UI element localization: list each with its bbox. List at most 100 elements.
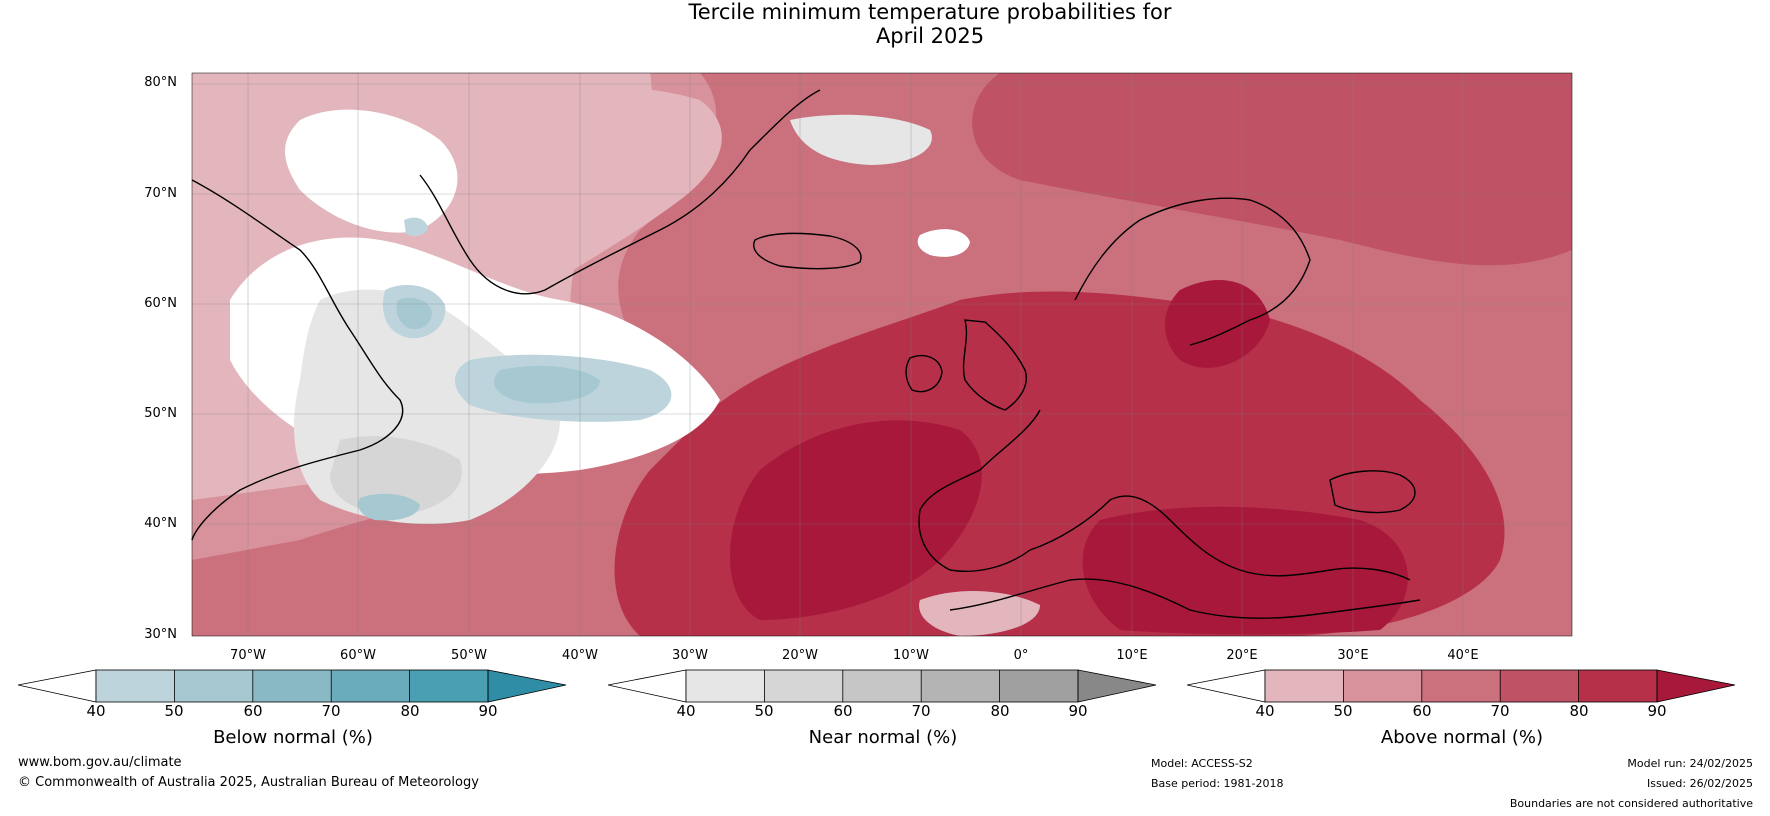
below-tick-40: 40 — [86, 702, 106, 720]
swatch-above-60-70 — [1421, 670, 1501, 702]
above-tick-60: 60 — [1412, 702, 1432, 720]
colorbar-below-normal-swatches — [18, 669, 567, 703]
coast-europe-atlantic — [918, 409, 1041, 572]
map-title-line1: Tercile minimum temperature probabilitie… — [688, 0, 1172, 24]
lat-label-80n: 80°N — [144, 75, 177, 90]
field-below-50-a — [494, 365, 600, 404]
field-near-50 — [330, 436, 462, 515]
footer-website: www.bom.gov.au/climate — [18, 755, 182, 770]
swatch-below-60-70 — [252, 670, 332, 702]
swatch-below-70-80 — [331, 670, 410, 702]
near-tick-50: 50 — [754, 702, 774, 720]
swatch-near-70-80 — [921, 670, 1000, 702]
field-below-40-d — [404, 217, 428, 236]
below-tick-90: 90 — [478, 702, 498, 720]
field-below-50-b — [396, 297, 432, 330]
colorbar-below-extend-low — [18, 669, 97, 703]
lat-label-60n: 60°N — [144, 296, 177, 311]
map-frame — [191, 72, 1573, 637]
coastlines — [191, 89, 1421, 619]
field-above-90-atlantic — [730, 420, 982, 620]
lon-label-40w: 40°W — [562, 648, 598, 663]
field-above-40-sahara — [919, 590, 1040, 636]
graticule — [192, 73, 1572, 636]
field-above-90-baltic — [1165, 280, 1270, 368]
colorbar-near-normal-swatches — [608, 669, 1157, 703]
coast-scandinavia — [1074, 197, 1311, 346]
colorbar-near-extend-high — [1077, 669, 1157, 703]
above-tick-80: 80 — [1569, 702, 1589, 720]
lon-label-10e: 10°E — [1116, 648, 1148, 663]
swatch-near-40-50 — [686, 670, 765, 702]
above-tick-70: 70 — [1490, 702, 1510, 720]
swatch-below-50-60 — [174, 670, 253, 702]
field-near-north — [790, 114, 932, 165]
footer-disclaimer: Boundaries are not considered authoritat… — [1509, 797, 1753, 810]
field-above-80-black-sea — [1326, 464, 1440, 509]
lat-label-70n: 70°N — [144, 186, 177, 201]
coast-mediterranean — [1029, 495, 1411, 581]
lat-label-30n: 30°N — [144, 627, 177, 642]
map-title: Tercile minimum temperature probabilitie… — [0, 0, 1770, 48]
swatch-near-60-70 — [842, 670, 922, 702]
swatch-above-50-60 — [1343, 670, 1422, 702]
near-normal-label: Near normal (%) — [808, 727, 958, 748]
field-white-iceland-sea — [917, 229, 970, 257]
near-tick-80: 80 — [990, 702, 1010, 720]
field-above-90-med — [1082, 506, 1408, 635]
below-tick-70: 70 — [321, 702, 341, 720]
swatch-below-80-90 — [409, 670, 488, 702]
lon-label-20w: 20°W — [782, 648, 818, 663]
map-title-line2: April 2025 — [875, 24, 985, 48]
near-tick-40: 40 — [676, 702, 696, 720]
coast-black-sea — [1329, 470, 1416, 514]
footer-copyright: © Commonwealth of Australia 2025, Austra… — [18, 775, 479, 790]
swatch-near-80-90 — [999, 670, 1078, 702]
above-normal-label: Above normal (%) — [1380, 727, 1544, 748]
colorbar-above-normal-swatches — [1187, 669, 1736, 703]
below-normal-label: Below normal (%) — [213, 727, 373, 748]
colorbar-near-extend-low — [608, 669, 687, 703]
swatch-above-80-90 — [1578, 670, 1657, 702]
field-below-40-c — [358, 493, 420, 521]
coast-ireland — [905, 354, 943, 393]
lat-label-50n: 50°N — [144, 406, 177, 421]
near-tick-60: 60 — [833, 702, 853, 720]
near-tick-70: 70 — [911, 702, 931, 720]
above-tick-50: 50 — [1333, 702, 1353, 720]
below-tick-80: 80 — [400, 702, 420, 720]
colorbar-below-extend-high — [487, 669, 567, 703]
below-tick-60: 60 — [243, 702, 263, 720]
field-above-70-arctic — [972, 73, 1572, 266]
colorbar-above-extend-low — [1187, 669, 1266, 703]
coast-britain — [962, 319, 1027, 411]
field-greenland — [462, 84, 722, 290]
coast-greenland — [419, 89, 821, 295]
lon-label-30w: 30°W — [672, 648, 708, 663]
above-tick-40: 40 — [1255, 702, 1275, 720]
footer-issued: Issued: 26/02/2025 — [1646, 777, 1753, 790]
map-fields — [192, 73, 1572, 636]
lat-label-40n: 40°N — [144, 516, 177, 531]
lon-label-40e: 40°E — [1447, 648, 1479, 663]
below-tick-50: 50 — [164, 702, 184, 720]
lon-label-70w: 70°W — [230, 648, 266, 663]
swatch-below-40-50 — [96, 670, 175, 702]
field-white-baffin — [285, 109, 458, 233]
lon-label-10w: 10°W — [893, 648, 929, 663]
footer-model: Model: ACCESS-S2 — [1151, 757, 1253, 770]
lon-label-20e: 20°E — [1226, 648, 1258, 663]
colorbar-above-extend-high — [1656, 669, 1736, 703]
colorbar-above-normal: 40 50 60 70 80 90 Above normal (%) — [1187, 668, 1737, 748]
lon-label-50w: 50°W — [451, 648, 487, 663]
coast-north-africa — [949, 578, 1421, 619]
lon-label-60w: 60°W — [340, 648, 376, 663]
footer-model-run: Model run: 24/02/2025 — [1627, 757, 1753, 770]
swatch-above-40-50 — [1265, 670, 1344, 702]
footer-base-period: Base period: 1981-2018 — [1151, 777, 1284, 790]
swatch-near-50-60 — [764, 670, 843, 702]
near-tick-90: 90 — [1068, 702, 1088, 720]
colorbar-below-normal: 40 50 60 70 80 90 Below normal (%) — [18, 668, 568, 748]
lon-label-0: 0° — [1013, 648, 1029, 663]
swatch-above-70-80 — [1500, 670, 1579, 702]
